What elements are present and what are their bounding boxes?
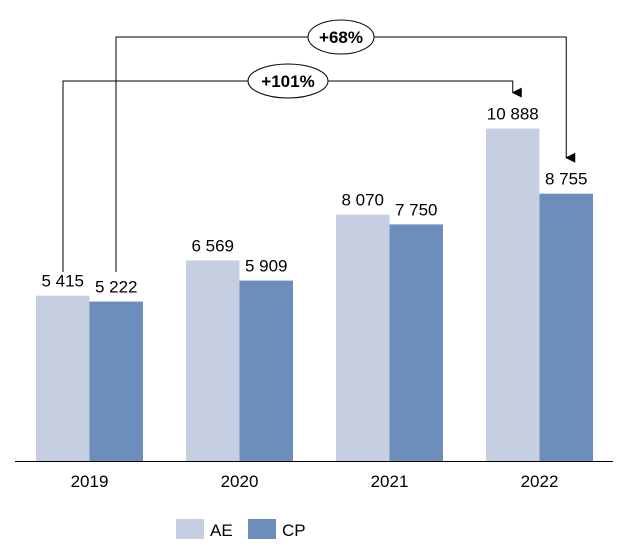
x-tick-label: 2021 [371, 472, 409, 491]
bar-CP-2022 [539, 193, 593, 461]
x-tick-label: 2020 [221, 472, 259, 491]
x-tick-label: 2019 [71, 472, 109, 491]
data-label: 7 750 [395, 200, 438, 219]
data-label: 8 070 [341, 191, 384, 210]
growth-bubble [307, 19, 375, 55]
growth-label: +101% [261, 72, 314, 91]
growth-arrow [62, 80, 522, 272]
bar-CP-2021 [389, 224, 443, 461]
data-label: 5 415 [41, 272, 84, 291]
x-tick-label: 2022 [521, 472, 559, 491]
data-label: 5 909 [245, 257, 288, 276]
legend-swatch-CP [248, 519, 276, 539]
bar-AE-2022 [486, 128, 540, 461]
growth-label: +68% [319, 28, 363, 47]
bar-CP-2020 [239, 280, 293, 461]
legend-label: AE [210, 521, 233, 540]
data-label: 10 888 [487, 105, 539, 124]
legend-swatch-AE [176, 519, 204, 539]
growth-bubble [247, 63, 329, 99]
bar-AE-2020 [186, 260, 240, 461]
bar-AE-2021 [336, 214, 390, 461]
bar-CP-2019 [89, 301, 143, 461]
data-label: 6 569 [191, 236, 234, 255]
data-label: 8 755 [545, 170, 588, 189]
legend-label: CP [282, 521, 306, 540]
data-label: 5 222 [95, 278, 138, 297]
bar-AE-2019 [36, 295, 90, 461]
